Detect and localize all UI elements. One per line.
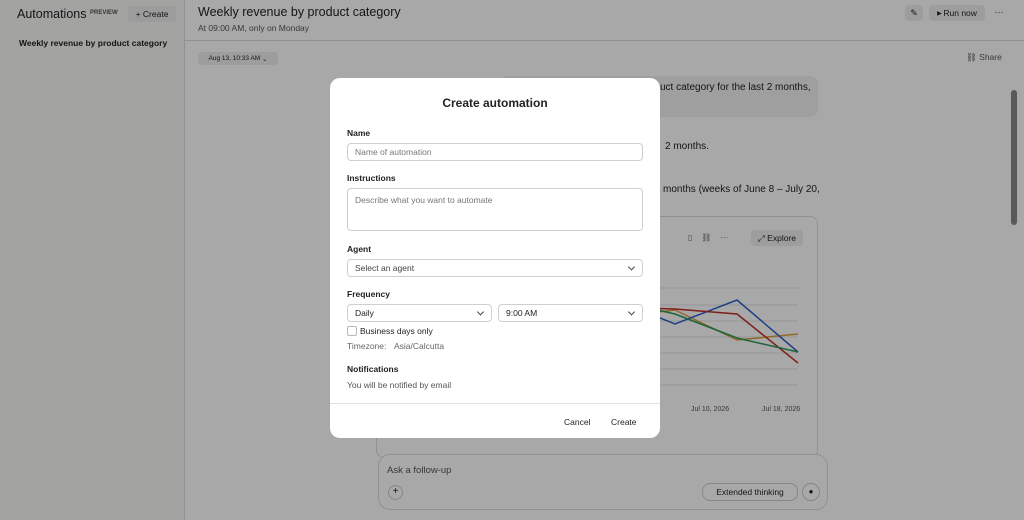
field-label: Name xyxy=(347,128,371,138)
modal-divider xyxy=(330,403,660,404)
header-bar xyxy=(185,40,1024,41)
play-icon: ▶ xyxy=(937,10,944,17)
timestamp-chip[interactable]: Aug 13, 10:33 AM ⌄ xyxy=(198,52,278,65)
plus-icon: + xyxy=(135,9,143,19)
timezone-value: Asia/Calcutta xyxy=(394,341,445,351)
more-button[interactable]: ··· xyxy=(994,7,1004,17)
frequency-select[interactable]: Daily xyxy=(347,304,492,322)
sidebar-title: Automations xyxy=(17,7,87,21)
frequency-value: Daily xyxy=(355,308,374,318)
field-label: Agent xyxy=(347,244,372,254)
agent-placeholder: Select an agent xyxy=(355,263,415,273)
link-icon: ⛓ xyxy=(966,52,980,62)
x-axis-label: Jul 10, 2026 xyxy=(691,406,730,413)
share-button[interactable]: ⛓ Share xyxy=(966,52,1002,63)
name-placeholder: Name of automation xyxy=(355,147,432,157)
modal-title: Create automation xyxy=(442,96,548,110)
cancel-button[interactable]: Cancel xyxy=(564,417,591,427)
explore-label: Explore xyxy=(767,233,796,243)
explore-button[interactable]: ⤢ Explore xyxy=(751,230,803,246)
timezone-label: Timezone: xyxy=(347,341,387,351)
sidebar xyxy=(0,0,185,520)
create-button[interactable]: + Create xyxy=(128,6,176,22)
extended-thinking-label: Extended thinking xyxy=(716,487,784,497)
field-label: Instructions xyxy=(347,173,396,183)
business-days-label: Business days only xyxy=(360,326,433,336)
business-days-checkbox[interactable] xyxy=(347,326,357,336)
agent-select[interactable]: Select an agent xyxy=(347,259,643,277)
time-value: 9:00 AM xyxy=(506,308,538,318)
share-label: Share xyxy=(979,52,1002,62)
create-button-label: Create xyxy=(142,9,169,19)
add-button[interactable]: + xyxy=(388,485,403,500)
message-fragment: 2 months. xyxy=(665,141,709,152)
modal: Create automation Name Name of automatio… xyxy=(330,78,660,438)
x-axis-label: Jul 18, 2026 xyxy=(762,406,801,413)
field-label: Frequency xyxy=(347,289,390,299)
preview-badge: PREVIEW xyxy=(90,10,118,16)
input-placeholder: Ask a follow-up xyxy=(387,465,452,476)
mic-button[interactable]: ● xyxy=(802,483,820,501)
sidebar-item[interactable]: Weekly revenue by product category xyxy=(19,38,168,48)
header-title: Weekly revenue by product category xyxy=(198,5,401,19)
message-fragment: uct category for the last 2 months, xyxy=(660,82,811,93)
create-submit-button[interactable]: Create xyxy=(611,417,637,427)
timestamp: Aug 13, 10:33 AM xyxy=(208,55,261,62)
edit-button[interactable]: ✎ xyxy=(905,5,923,21)
notifications-text: You will be notified by email xyxy=(347,380,452,390)
field-label: Notifications xyxy=(347,364,399,374)
card-icons[interactable]: ▯ ⛓ ··· xyxy=(688,233,729,242)
instructions-placeholder: Describe what you want to automate xyxy=(355,195,493,205)
scrollbar xyxy=(1011,90,1017,225)
run-now-label: Run now xyxy=(943,8,977,18)
message-fragment: months (weeks of June 8 – July 20, xyxy=(663,184,820,195)
name-input[interactable]: Name of automation xyxy=(347,143,643,161)
extended-thinking-button[interactable]: Extended thinking xyxy=(702,483,798,501)
instructions-input[interactable]: Describe what you want to automate xyxy=(347,188,643,231)
header-subtitle: At 09:00 AM, only on Monday xyxy=(198,23,310,33)
time-select[interactable]: 9:00 AM xyxy=(498,304,643,322)
run-now-button[interactable]: ▶ Run now xyxy=(929,5,985,21)
